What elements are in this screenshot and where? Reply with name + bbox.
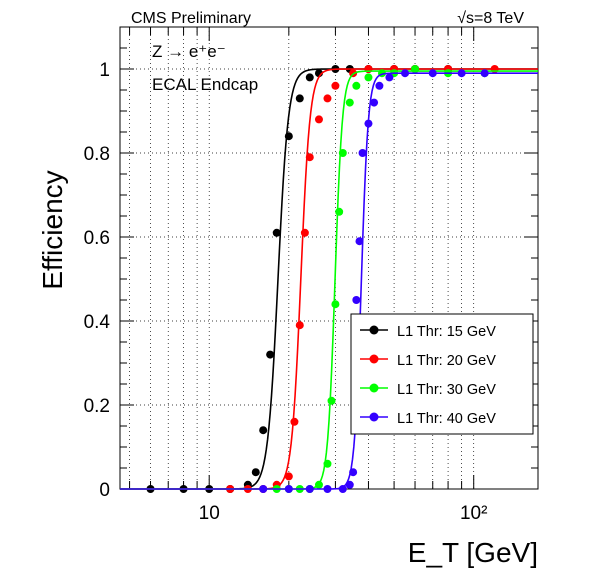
region-label: ECAL Endcap <box>152 75 258 94</box>
header-right: √s=8 TeV <box>457 10 524 27</box>
legend-marker-2 <box>369 383 379 393</box>
x-axis-label: E_T [GeV] <box>408 537 538 568</box>
legend-label-1: L1 Thr: 20 GeV <box>397 353 496 369</box>
data-point-s2-9 <box>338 149 347 157</box>
legend-marker-0 <box>369 325 379 335</box>
legend-marker-1 <box>369 354 379 364</box>
data-point-s1-9 <box>314 115 323 124</box>
data-point-s1-11 <box>331 81 340 90</box>
data-point-s0-10 <box>295 94 304 103</box>
data-point-s3-0 <box>259 485 268 493</box>
data-point-s2-8 <box>335 207 344 216</box>
y-tick-label-5: 1 <box>99 60 110 81</box>
data-point-s3-4 <box>338 485 347 493</box>
data-point-s0-9 <box>284 132 293 141</box>
data-point-s3-14 <box>401 69 410 78</box>
data-point-s3-8 <box>355 237 364 246</box>
x-tick-label-10: 10 <box>199 503 220 524</box>
data-point-s3-16 <box>457 69 466 78</box>
data-point-s3-6 <box>349 468 358 477</box>
data-point-s2-5 <box>323 459 332 468</box>
y-axis-label: Efficiency <box>37 170 68 289</box>
data-point-s1-10 <box>323 94 332 103</box>
data-point-s1-5 <box>290 417 299 426</box>
data-point-s2-7 <box>331 300 340 309</box>
y-tick-label-0: 0 <box>99 480 110 501</box>
x-tick-labels: 10 10² <box>199 503 488 524</box>
data-point-s0-7 <box>266 350 275 359</box>
legend-label-3: L1 Thr: 40 GeV <box>397 411 496 427</box>
data-point-s3-13 <box>385 73 394 82</box>
y-tick-labels: 0 0.2 0.4 0.6 0.8 1 <box>84 60 111 501</box>
data-point-s1-4 <box>284 472 293 481</box>
data-point-s0-6 <box>259 426 268 435</box>
data-point-s1-7 <box>300 228 309 237</box>
data-point-s3-7 <box>352 296 361 304</box>
data-point-s0-11 <box>305 73 314 82</box>
data-point-s3-10 <box>364 119 373 128</box>
legend-label-0: L1 Thr: 15 GeV <box>397 324 496 340</box>
data-point-s2-10 <box>345 98 354 107</box>
data-point-s3-15 <box>428 69 437 78</box>
data-point-s2-11 <box>352 81 361 90</box>
data-point-s3-5 <box>345 480 354 489</box>
data-point-s2-6 <box>327 396 336 405</box>
data-point-s0-5 <box>251 468 260 477</box>
header-left: CMS Preliminary <box>131 10 251 27</box>
y-tick-label-2: 0.4 <box>84 312 111 333</box>
data-point-s3-11 <box>370 98 379 107</box>
data-point-s3-12 <box>375 81 384 90</box>
data-point-s2-12 <box>364 73 373 82</box>
data-point-s1-6 <box>295 321 304 330</box>
legend-marker-3 <box>369 412 379 422</box>
legend: L1 Thr: 15 GeV L1 Thr: 20 GeV L1 Thr: 30 G… <box>350 313 534 435</box>
y-tick-label-3: 0.6 <box>84 228 110 249</box>
y-tick-label-4: 0.8 <box>84 144 110 165</box>
series-group <box>120 65 538 493</box>
x-tick-label-100: 10² <box>460 503 487 524</box>
process-label: Z → e⁺e⁻ <box>152 42 226 61</box>
legend-box <box>350 313 534 435</box>
data-point-s2-4 <box>314 480 323 489</box>
data-point-s0-8 <box>272 228 281 237</box>
data-point-s3-3 <box>323 485 332 493</box>
data-point-s3-2 <box>305 485 314 493</box>
data-point-s2-15 <box>411 65 420 73</box>
data-point-s3-17 <box>480 69 489 78</box>
data-point-s3-1 <box>284 485 293 493</box>
data-point-s3-9 <box>358 149 367 157</box>
data-point-s1-8 <box>305 153 314 162</box>
y-tick-label-1: 0.2 <box>84 396 110 417</box>
legend-label-2: L1 Thr: 30 GeV <box>397 382 496 398</box>
